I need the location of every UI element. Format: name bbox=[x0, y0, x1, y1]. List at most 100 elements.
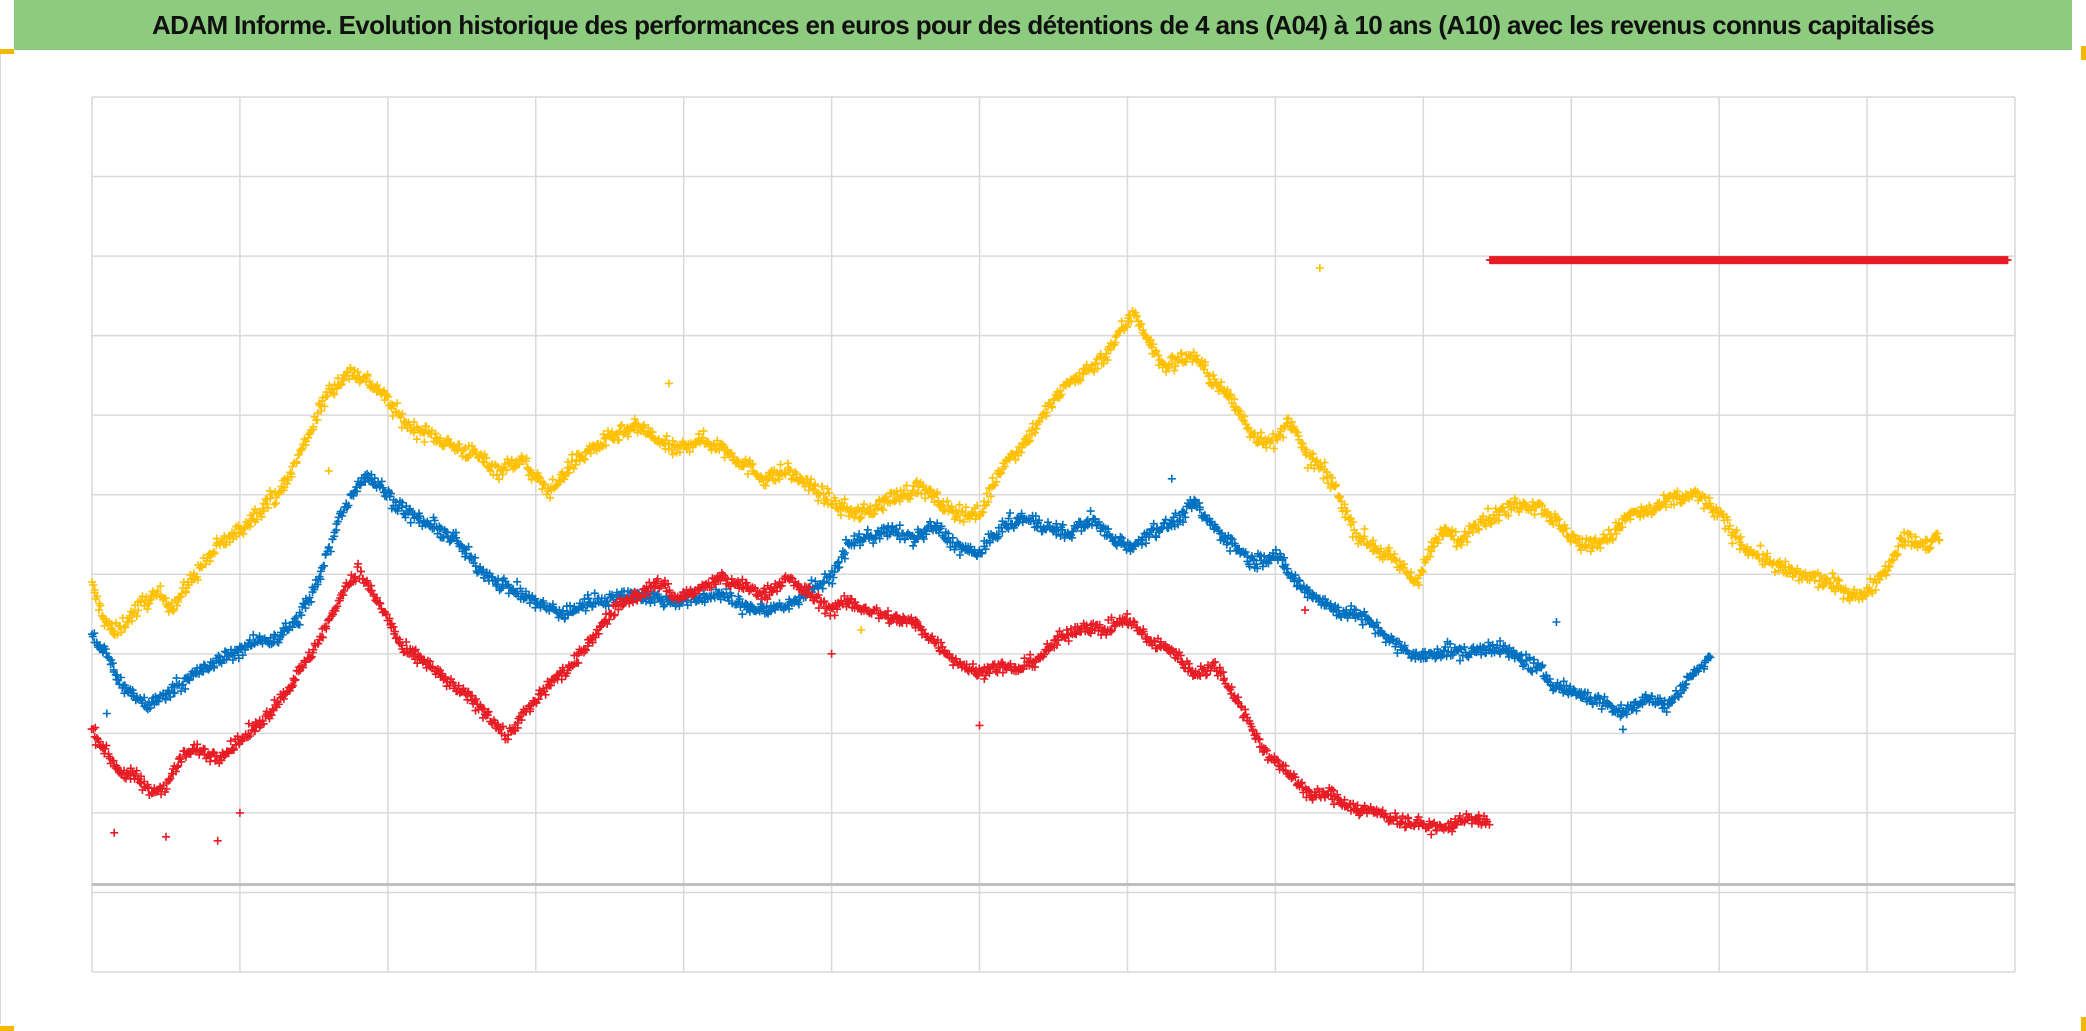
data-point-red bbox=[382, 610, 391, 619]
data-point-yellow bbox=[1781, 557, 1790, 566]
data-point-yellow bbox=[1871, 586, 1880, 594]
data-point-red bbox=[306, 654, 315, 663]
data-point-blue bbox=[604, 602, 613, 611]
data-point-red bbox=[413, 659, 422, 668]
data-point-red bbox=[504, 730, 513, 739]
data-point-red bbox=[665, 586, 674, 595]
data-point-blue bbox=[875, 534, 884, 543]
data-point-yellow bbox=[420, 438, 429, 446]
data-point-yellow bbox=[320, 402, 329, 411]
data-point-yellow bbox=[522, 454, 531, 463]
data-point-red bbox=[732, 578, 741, 587]
data-point-blue bbox=[998, 527, 1007, 536]
data-point-yellow bbox=[1510, 494, 1519, 503]
data-point-yellow bbox=[186, 570, 195, 579]
data-point-blue bbox=[1179, 507, 1187, 516]
data-point-yellow bbox=[1091, 360, 1100, 369]
data-point-yellow bbox=[274, 489, 283, 498]
data-point-yellow bbox=[990, 481, 999, 490]
data-point-blue bbox=[1490, 648, 1499, 657]
data-point-red bbox=[1330, 800, 1338, 809]
data-point-blue bbox=[356, 480, 365, 489]
data-point-red bbox=[235, 808, 244, 817]
data-point-yellow bbox=[821, 495, 830, 503]
data-point-yellow bbox=[329, 389, 338, 398]
data-point-yellow bbox=[1451, 527, 1460, 536]
data-point-blue bbox=[1578, 694, 1587, 702]
data-point-yellow bbox=[1123, 322, 1132, 331]
data-point-red bbox=[1106, 627, 1115, 636]
data-point-yellow bbox=[482, 453, 491, 462]
data-point-yellow bbox=[1700, 493, 1709, 501]
data-point-yellow bbox=[831, 496, 840, 505]
data-point-blue bbox=[471, 562, 480, 571]
data-point-yellow bbox=[564, 468, 573, 477]
data-point-yellow bbox=[925, 487, 934, 495]
data-point-blue bbox=[170, 689, 179, 698]
data-point-red bbox=[574, 658, 583, 667]
data-point-blue bbox=[209, 662, 218, 670]
data-point-yellow bbox=[1149, 340, 1158, 349]
data-point-blue bbox=[1226, 533, 1235, 542]
data-point-yellow bbox=[257, 512, 266, 521]
data-point-yellow bbox=[353, 368, 362, 376]
data-point-yellow bbox=[1174, 355, 1183, 364]
data-point-yellow bbox=[973, 501, 982, 510]
data-point-blue bbox=[316, 567, 325, 576]
data-point-yellow bbox=[608, 434, 617, 443]
data-point-blue bbox=[1243, 553, 1252, 561]
data-point-yellow bbox=[1723, 516, 1732, 524]
data-point-blue bbox=[316, 575, 325, 584]
data-point-red bbox=[1272, 755, 1281, 764]
data-point-blue bbox=[1017, 509, 1026, 518]
data-point-yellow bbox=[1814, 583, 1823, 592]
data-point-yellow bbox=[1309, 449, 1317, 458]
data-point-yellow bbox=[125, 611, 134, 620]
data-point-yellow bbox=[959, 517, 968, 526]
data-point-blue bbox=[1228, 535, 1237, 544]
data-point-yellow bbox=[388, 400, 397, 409]
data-point-yellow bbox=[1428, 543, 1437, 552]
data-point-red bbox=[309, 645, 318, 654]
data-point-yellow bbox=[286, 468, 295, 477]
data-point-blue bbox=[102, 709, 111, 718]
data-point-yellow bbox=[1725, 521, 1734, 530]
data-point-yellow bbox=[1893, 550, 1902, 558]
data-point-blue bbox=[1129, 545, 1137, 554]
data-point-red bbox=[1137, 629, 1146, 637]
data-point-yellow bbox=[1210, 375, 1219, 384]
data-point-yellow bbox=[1670, 500, 1679, 509]
data-point-blue bbox=[1580, 690, 1588, 698]
data-point-yellow bbox=[449, 441, 458, 450]
data-point-yellow bbox=[1302, 445, 1311, 454]
data-point-yellow bbox=[1392, 556, 1401, 565]
data-point-red bbox=[975, 721, 984, 730]
data-point-blue bbox=[735, 595, 744, 604]
data-point-yellow bbox=[1732, 526, 1741, 535]
data-point-blue bbox=[338, 512, 347, 520]
data-point-yellow bbox=[393, 399, 402, 408]
data-point-red bbox=[89, 725, 98, 734]
data-point-blue bbox=[1004, 514, 1013, 523]
data-point-red bbox=[357, 567, 365, 576]
data-point-yellow bbox=[614, 435, 623, 444]
data-point-blue bbox=[1668, 698, 1677, 707]
data-point-yellow bbox=[630, 415, 639, 423]
data-point-blue bbox=[1180, 508, 1189, 517]
data-point-yellow bbox=[879, 506, 887, 515]
data-point-blue bbox=[807, 576, 816, 585]
data-point-yellow bbox=[342, 368, 351, 377]
data-point-blue bbox=[1537, 662, 1546, 671]
data-point-blue bbox=[1619, 725, 1627, 734]
data-point-blue bbox=[181, 684, 190, 693]
data-point-red bbox=[314, 639, 323, 648]
data-point-yellow bbox=[1103, 356, 1112, 365]
data-point-red bbox=[1199, 665, 1208, 674]
data-point-blue bbox=[1252, 560, 1261, 569]
data-point-blue bbox=[840, 548, 849, 557]
data-point-red bbox=[814, 591, 823, 600]
data-point-blue bbox=[1545, 675, 1554, 683]
data-point-yellow bbox=[1395, 557, 1404, 566]
data-point-blue bbox=[513, 577, 522, 586]
data-point-yellow bbox=[153, 587, 162, 595]
